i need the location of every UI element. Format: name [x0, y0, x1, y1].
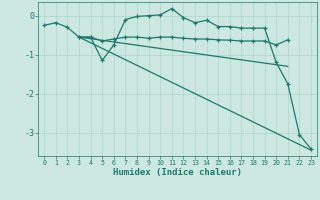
X-axis label: Humidex (Indice chaleur): Humidex (Indice chaleur)	[113, 168, 242, 177]
